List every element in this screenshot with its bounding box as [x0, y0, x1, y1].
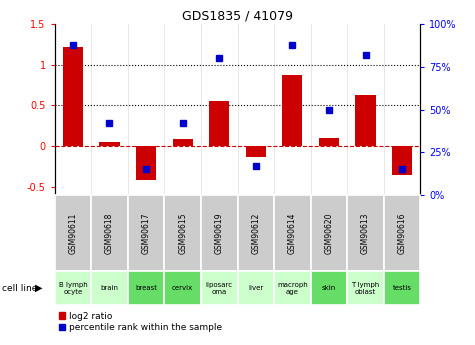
- Text: GSM90615: GSM90615: [178, 212, 187, 254]
- Bar: [164, 271, 201, 305]
- Bar: [384, 195, 420, 271]
- Bar: [201, 195, 238, 271]
- Text: cervix: cervix: [172, 285, 193, 291]
- Bar: [164, 195, 201, 271]
- Bar: [246, 146, 266, 157]
- Text: GSM90618: GSM90618: [105, 212, 114, 254]
- Text: liposarc
oma: liposarc oma: [206, 282, 233, 295]
- Text: GSM90616: GSM90616: [398, 212, 407, 254]
- Text: GSM90617: GSM90617: [142, 212, 151, 254]
- Text: macroph
age: macroph age: [277, 282, 308, 295]
- Bar: [128, 271, 164, 305]
- Bar: [392, 146, 412, 175]
- Bar: [201, 271, 238, 305]
- Bar: [238, 195, 274, 271]
- Bar: [63, 47, 83, 146]
- Text: ▶: ▶: [35, 283, 43, 293]
- Text: brain: brain: [101, 285, 118, 291]
- Text: GSM90612: GSM90612: [251, 212, 260, 254]
- Bar: [91, 271, 128, 305]
- Bar: [347, 195, 384, 271]
- Bar: [274, 271, 311, 305]
- Text: liver: liver: [248, 285, 264, 291]
- Bar: [319, 138, 339, 146]
- Text: skin: skin: [322, 285, 336, 291]
- Bar: [311, 271, 347, 305]
- Bar: [172, 139, 193, 146]
- Bar: [209, 101, 229, 146]
- Text: T lymph
oblast: T lymph oblast: [352, 282, 380, 295]
- Text: GSM90613: GSM90613: [361, 212, 370, 254]
- Bar: [355, 95, 376, 146]
- Bar: [91, 195, 128, 271]
- Bar: [55, 195, 91, 271]
- Bar: [128, 195, 164, 271]
- Legend: log2 ratio, percentile rank within the sample: log2 ratio, percentile rank within the s…: [59, 312, 222, 332]
- Text: breast: breast: [135, 285, 157, 291]
- Bar: [274, 195, 311, 271]
- Bar: [311, 195, 347, 271]
- Text: GSM90614: GSM90614: [288, 212, 297, 254]
- Text: GSM90611: GSM90611: [68, 212, 77, 254]
- Bar: [136, 146, 156, 180]
- Text: B lymph
ocyte: B lymph ocyte: [58, 282, 87, 295]
- Bar: [282, 76, 303, 146]
- Bar: [238, 271, 274, 305]
- Title: GDS1835 / 41079: GDS1835 / 41079: [182, 10, 293, 23]
- Bar: [55, 271, 91, 305]
- Bar: [384, 271, 420, 305]
- Text: GSM90619: GSM90619: [215, 212, 224, 254]
- Text: cell line: cell line: [2, 284, 38, 293]
- Bar: [99, 142, 120, 146]
- Bar: [347, 271, 384, 305]
- Text: testis: testis: [392, 285, 411, 291]
- Text: GSM90620: GSM90620: [324, 212, 333, 254]
